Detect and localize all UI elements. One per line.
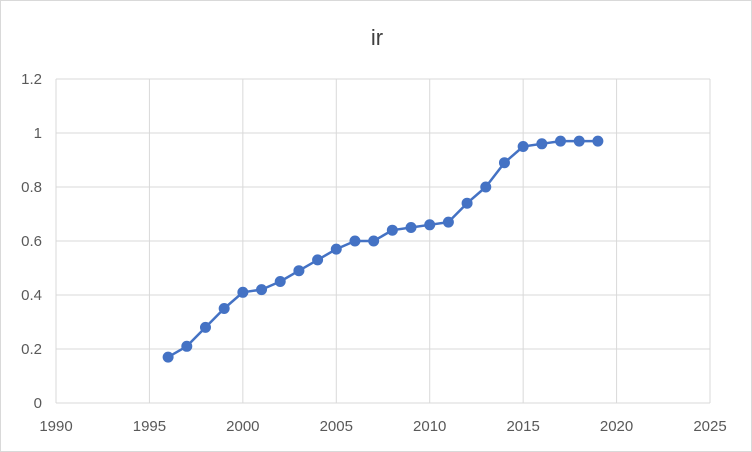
x-tick-label: 2005	[320, 418, 353, 435]
data-point	[349, 235, 361, 247]
data-point	[330, 243, 342, 255]
data-point	[517, 141, 529, 152]
y-tick-label: 1.2	[21, 71, 42, 88]
x-tick-label: 2010	[413, 418, 446, 435]
data-point	[424, 219, 436, 231]
data-point	[274, 276, 286, 287]
data-point	[592, 135, 604, 147]
data-point	[181, 340, 193, 352]
data-point	[237, 286, 249, 298]
y-axis-tick-labels: 0 0.2 0.4 0.6 0.8 1 1.2	[21, 71, 42, 412]
data-point	[555, 135, 567, 147]
data-point	[573, 135, 585, 147]
data-point	[199, 321, 211, 333]
y-tick-label: 0.2	[21, 341, 42, 358]
data-point	[256, 284, 268, 296]
y-tick-label: 0.6	[21, 233, 42, 250]
y-tick-label: 1	[34, 125, 42, 142]
series-ir	[162, 135, 604, 363]
x-tick-label: 2015	[506, 418, 539, 435]
data-point	[536, 138, 548, 150]
x-tick-label: 2020	[600, 418, 633, 435]
gridlines	[55, 78, 711, 404]
data-point	[312, 254, 324, 266]
x-tick-label: 1990	[39, 418, 72, 435]
data-point	[498, 157, 510, 169]
data-point	[386, 224, 398, 236]
series-line	[167, 139, 598, 359]
data-point	[293, 265, 305, 277]
x-tick-label: 1995	[133, 418, 166, 435]
data-point	[218, 303, 230, 314]
x-tick-label: 2025	[693, 418, 726, 435]
data-point	[368, 235, 380, 247]
x-axis-tick-labels: 1990 1995 2000 2005 2010 2015 2020 2025	[39, 418, 726, 435]
y-tick-label: 0.4	[21, 287, 42, 304]
data-point	[442, 216, 454, 228]
y-tick-label: 0.8	[21, 179, 42, 196]
data-point	[162, 351, 174, 363]
data-point	[461, 197, 473, 209]
data-point	[480, 181, 492, 193]
y-tick-label: 0	[34, 395, 42, 412]
x-tick-label: 2000	[226, 418, 259, 435]
chart-title: ir	[371, 25, 383, 50]
data-point	[405, 222, 417, 233]
